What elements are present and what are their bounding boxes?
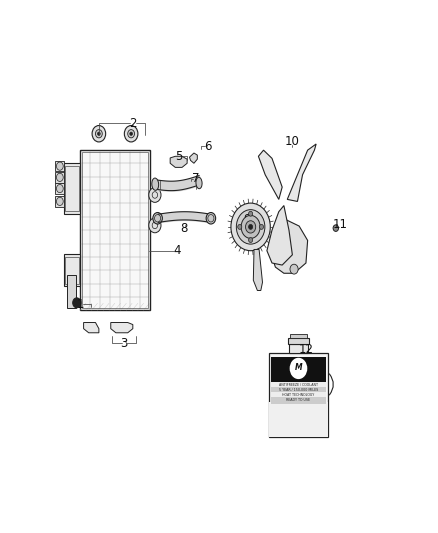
Ellipse shape (153, 213, 162, 224)
Bar (289, 344, 308, 353)
Circle shape (149, 188, 161, 203)
Text: HOAT TECHNOLOGY: HOAT TECHNOLOGY (283, 393, 314, 398)
Text: 6: 6 (204, 140, 211, 152)
Circle shape (290, 264, 298, 274)
Text: 5: 5 (175, 150, 182, 163)
Ellipse shape (206, 213, 215, 224)
Bar (56, 196, 64, 207)
Circle shape (128, 130, 134, 138)
Bar (271, 397, 326, 404)
Text: 10: 10 (285, 135, 300, 148)
Circle shape (57, 197, 63, 205)
Bar (56, 161, 64, 172)
Bar (269, 353, 328, 438)
Circle shape (241, 215, 260, 238)
Circle shape (259, 224, 264, 229)
Circle shape (237, 209, 265, 244)
Circle shape (57, 162, 63, 170)
Bar (65, 257, 79, 284)
Circle shape (57, 173, 63, 181)
Circle shape (333, 225, 339, 231)
Circle shape (92, 126, 106, 142)
Text: 4: 4 (173, 244, 181, 257)
Ellipse shape (152, 178, 159, 190)
Text: 9: 9 (243, 213, 250, 227)
Circle shape (130, 132, 132, 135)
Circle shape (57, 184, 63, 192)
Polygon shape (258, 150, 282, 199)
Bar (271, 387, 326, 394)
Circle shape (98, 132, 100, 135)
Circle shape (231, 203, 270, 251)
Bar (56, 172, 64, 183)
Text: 1: 1 (77, 297, 84, 311)
Bar (67, 276, 76, 308)
Polygon shape (111, 322, 133, 333)
Text: M: M (295, 363, 302, 372)
Bar (64, 163, 80, 214)
Text: READY TO USE: READY TO USE (286, 398, 311, 402)
Circle shape (249, 224, 253, 229)
Circle shape (238, 224, 242, 229)
Text: MOPAR: MOPAR (292, 372, 305, 376)
Bar (82, 152, 148, 308)
Text: 12: 12 (298, 343, 314, 356)
Circle shape (246, 221, 256, 233)
Text: 11: 11 (332, 217, 347, 230)
Circle shape (73, 298, 81, 308)
Text: 8: 8 (180, 222, 187, 235)
Bar (65, 166, 79, 211)
Polygon shape (267, 206, 293, 265)
Bar (288, 338, 309, 344)
Text: 2: 2 (129, 117, 137, 130)
Text: 3: 3 (120, 336, 128, 350)
Circle shape (249, 211, 253, 216)
Bar (80, 150, 150, 310)
Polygon shape (84, 322, 99, 333)
FancyArrowPatch shape (329, 374, 333, 395)
Text: ANTIFREEZE / COOLANT: ANTIFREEZE / COOLANT (279, 383, 318, 387)
Polygon shape (253, 249, 262, 290)
Circle shape (124, 126, 138, 142)
Text: 5 YEAR / 150,000 MILES: 5 YEAR / 150,000 MILES (279, 389, 318, 392)
Bar (56, 183, 64, 194)
Bar (271, 357, 326, 400)
Polygon shape (287, 144, 316, 201)
Circle shape (95, 130, 102, 138)
Polygon shape (190, 153, 197, 163)
Bar (269, 402, 328, 438)
Circle shape (149, 218, 161, 233)
Polygon shape (272, 218, 307, 273)
Ellipse shape (196, 177, 202, 189)
Bar (64, 254, 80, 286)
Circle shape (290, 358, 307, 379)
Bar (271, 392, 326, 399)
Circle shape (249, 238, 253, 243)
Bar (271, 382, 326, 389)
Text: 7: 7 (192, 172, 199, 185)
Polygon shape (170, 156, 187, 167)
Bar (290, 334, 307, 338)
